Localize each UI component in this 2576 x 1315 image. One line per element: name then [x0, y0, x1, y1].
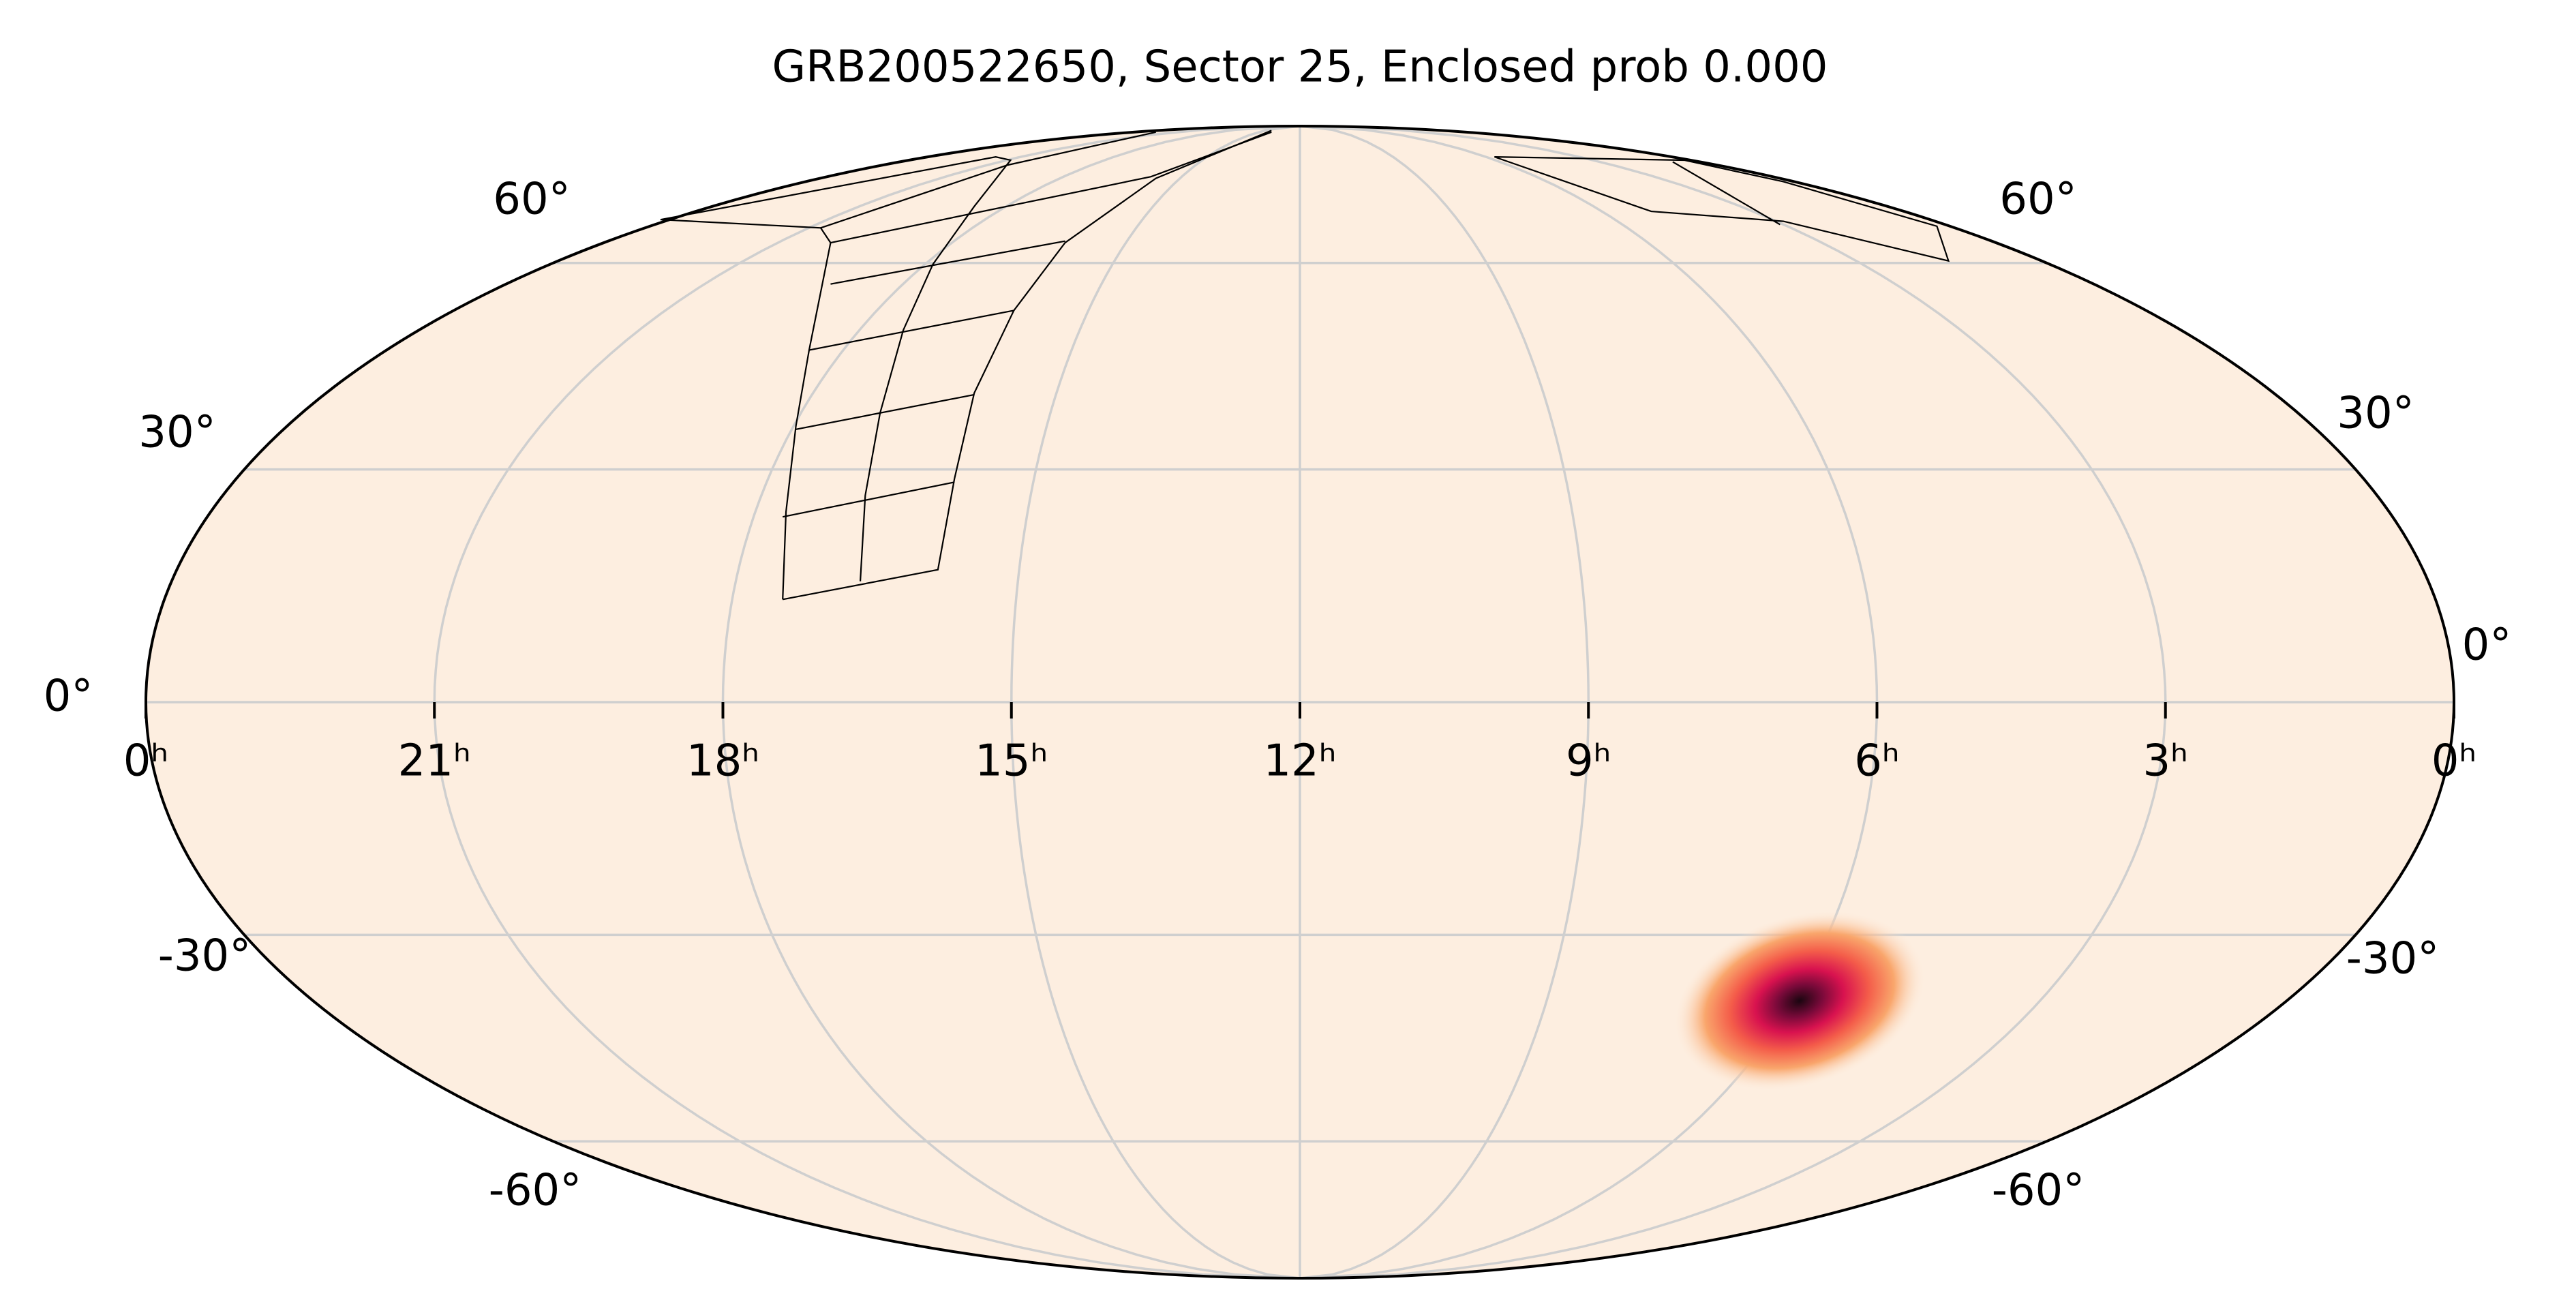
dec-tick-label: -30° — [158, 931, 252, 982]
footprint — [1494, 157, 1948, 261]
ra-tick-label: 9ʰ — [1566, 736, 1611, 787]
ra-tick-label: 0ʰ — [123, 736, 169, 787]
probability-region — [1673, 910, 1926, 1091]
ra-tick-label: 3ʰ — [2142, 736, 2188, 787]
dec-tick-label: 60° — [493, 175, 570, 225]
ra-tick-label: 6ʰ — [1854, 736, 1900, 787]
dec-tick-label: 0° — [44, 671, 93, 722]
tess-footprints — [661, 130, 1948, 599]
map-title: GRB200522650, Sector 25, Enclosed prob 0… — [772, 42, 1828, 93]
dec-tick-label: -60° — [1992, 1166, 2085, 1216]
ra-tick-label: 0ʰ — [2431, 736, 2477, 787]
ra-tick-label: 18ʰ — [686, 736, 759, 787]
dec-tick-label: -30° — [2346, 934, 2440, 984]
dec-tick-label: 30° — [138, 408, 215, 458]
dec-tick-label: 60° — [1999, 175, 2076, 225]
dec-tick-label: -60° — [489, 1166, 582, 1216]
footprint — [661, 157, 1011, 581]
ra-tick-label: 15ʰ — [975, 736, 1048, 787]
ra-tick-label: 21ʰ — [398, 736, 471, 787]
ra-tick-label: 12ʰ — [1263, 736, 1336, 787]
dec-tick-label: 30° — [2337, 389, 2414, 439]
dec-tick-label: 0° — [2462, 620, 2512, 671]
footprint — [783, 132, 1271, 517]
